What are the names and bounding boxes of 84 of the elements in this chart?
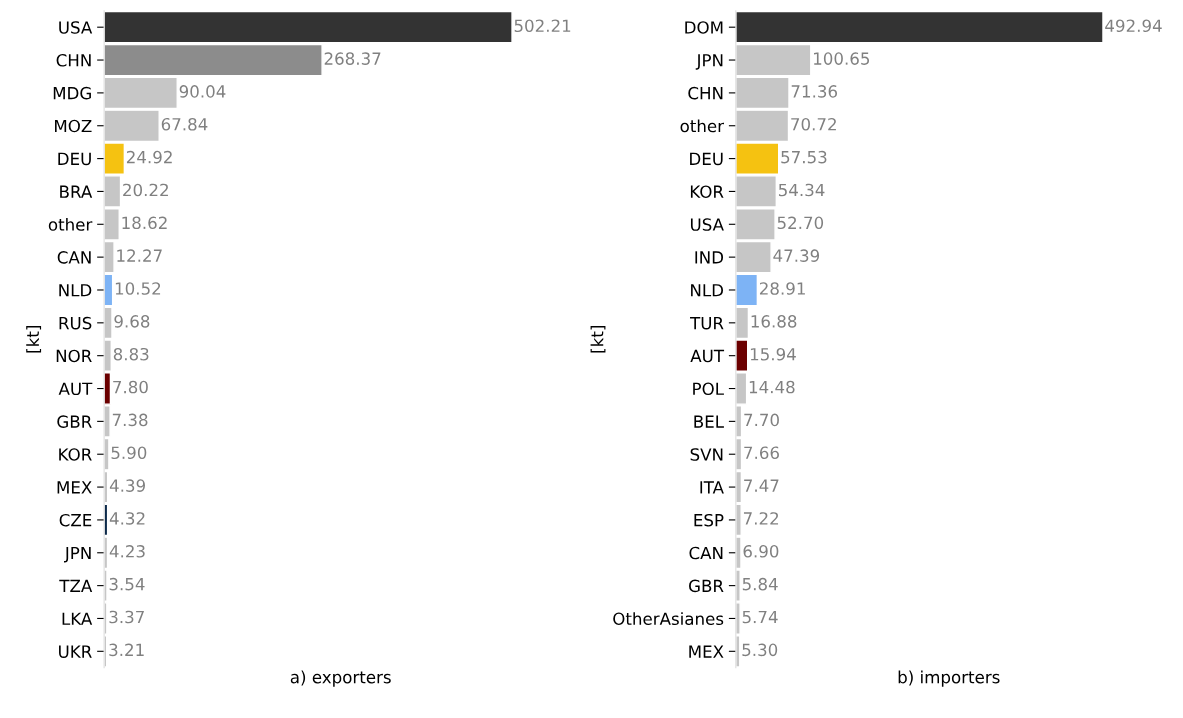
y-tick-label: BEL [694, 415, 724, 428]
data-label: 4.32 [109, 512, 145, 525]
data-label: 502.21 [514, 19, 571, 33]
data-label: 7.80 [113, 380, 148, 394]
data-label: 268.37 [324, 52, 381, 65]
y-tick-label: GBR [57, 415, 92, 428]
y-tick-label: POL [693, 382, 724, 396]
data-label: 5.90 [111, 446, 147, 460]
y-tick-label: AUT [690, 349, 725, 363]
data-label: 100.65 [814, 52, 870, 65]
y-tick-label: TUR [690, 317, 724, 330]
x-axis-title: b) importers [898, 670, 1000, 687]
data-label: 8.83 [113, 347, 149, 361]
y-axis-title: [kt] [590, 326, 606, 353]
data-label: 7.38 [112, 413, 148, 427]
y-tick-label: CHN [56, 54, 91, 67]
data-label: 3.21 [109, 643, 144, 657]
y-tick-label: LKA [62, 612, 93, 625]
y-tick-label: NOR [56, 349, 92, 363]
data-label: 5.74 [742, 610, 778, 624]
data-label: 52.70 [777, 216, 824, 230]
data-label: 24.92 [126, 150, 172, 164]
data-label: 7.66 [744, 446, 779, 460]
y-tick-label: DOM [685, 21, 723, 34]
data-label: 28.91 [759, 282, 805, 295]
data-label: 4.39 [109, 479, 145, 492]
y-tick-label: CZE [59, 513, 92, 527]
data-label: 16.88 [751, 315, 797, 328]
data-label: 6.90 [743, 545, 779, 558]
y-tick-label: ESP [694, 513, 724, 527]
y-tick-label: CAN [689, 546, 723, 560]
y-axis-title: [kt] [26, 326, 42, 353]
y-tick-label: UKR [59, 645, 92, 658]
data-label: 492.94 [1105, 19, 1162, 33]
data-label: 7.47 [744, 479, 779, 492]
y-tick-label: KOR [59, 448, 92, 461]
y-tick-label: BRA [60, 185, 93, 198]
y-tick-label: KOR [690, 185, 724, 199]
data-label: 7.22 [743, 512, 779, 525]
y-tick-label: CAN [57, 251, 91, 264]
data-label: 7.70 [744, 413, 779, 427]
data-label: 5.30 [742, 643, 778, 657]
y-tick-label: NLD [691, 284, 724, 297]
y-tick-label: TZA [59, 579, 93, 592]
y-tick-label: DEU [690, 152, 723, 166]
data-label: 4.23 [109, 545, 145, 558]
y-tick-label: MEX [689, 645, 724, 658]
y-tick-label: USA [690, 218, 724, 231]
y-tick-label: OtherAsianes [613, 612, 724, 626]
data-label: 71.36 [791, 85, 838, 98]
data-label: 18.62 [122, 216, 167, 230]
data-label: 14.48 [749, 380, 795, 394]
data-label: 12.27 [117, 249, 162, 262]
y-tick-label: RUS [59, 316, 92, 330]
data-label: 54.34 [778, 183, 825, 197]
y-tick-label: IND [695, 251, 724, 264]
y-tick-label: GBR [689, 579, 724, 593]
data-label: 20.22 [123, 183, 168, 197]
y-tick-label: JPN [64, 546, 91, 563]
y-tick-label: JPN [695, 54, 723, 70]
data-label: 3.54 [109, 577, 145, 591]
x-axis-title: a) exporters [290, 670, 391, 687]
data-label: 47.39 [773, 249, 820, 262]
y-tick-label: MEX [57, 481, 92, 494]
y-tick-label: NLD [59, 284, 92, 297]
data-label: 15.94 [750, 347, 796, 361]
y-tick-label: ITA [700, 481, 724, 494]
data-label: 5.84 [742, 577, 778, 591]
data-label: 67.84 [161, 117, 208, 131]
y-tick-label: SVN [690, 448, 723, 461]
y-tick-label: USA [59, 21, 93, 34]
data-label: 90.04 [179, 85, 226, 98]
data-label: 57.53 [781, 150, 827, 164]
y-tick-label: MDG [53, 86, 91, 100]
data-label: 9.68 [114, 315, 150, 328]
data-label: 10.52 [115, 282, 161, 295]
y-tick-label: other [680, 119, 725, 133]
y-tick-label: other [48, 217, 93, 231]
data-label: 70.72 [791, 117, 836, 131]
y-tick-label: MOZ [55, 119, 92, 133]
y-tick-label: CHN [688, 86, 723, 100]
y-tick-label: AUT [58, 382, 93, 396]
y-tick-label: DEU [58, 152, 91, 166]
data-label: 3.37 [109, 610, 144, 624]
